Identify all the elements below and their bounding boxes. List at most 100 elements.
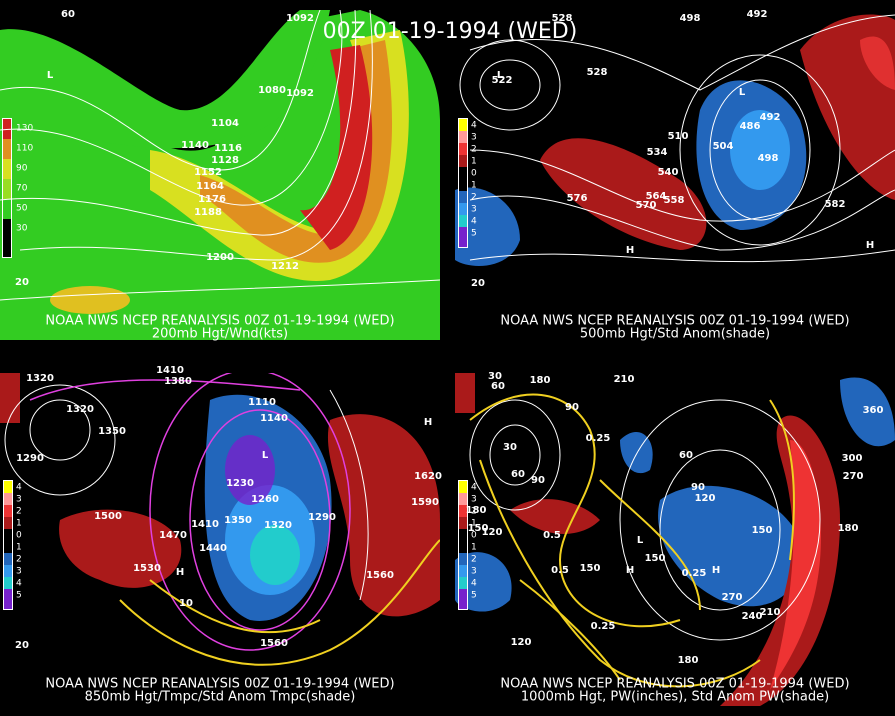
contour-label: 150 (645, 553, 666, 564)
panel-1000mb (455, 373, 895, 706)
contour-label: 1164 (196, 181, 224, 192)
contour-label: H (866, 240, 874, 251)
panel-850mb (0, 373, 440, 706)
panel-200mb (0, 10, 440, 340)
panel-caption: NOAA NWS NCEP REANALYSIS 00Z 01-19-1994 … (500, 677, 849, 692)
legend-label: 90 (16, 164, 28, 174)
contour-label: 1230 (226, 478, 254, 489)
contour-label: 1560 (260, 638, 288, 649)
contour-label: 1440 (199, 543, 227, 554)
contour-label: 1200 (206, 252, 234, 263)
legend-label: 0 (471, 531, 477, 541)
contour-label: 1110 (248, 397, 276, 408)
contour-label: 150 (468, 523, 489, 534)
contour-label: 180 (678, 655, 699, 666)
contour-label: H (424, 417, 432, 428)
contour-label: L (497, 70, 504, 81)
contour-label: 528 (552, 13, 573, 24)
contour-label: 30 (503, 442, 517, 453)
contour-label: 1320 (66, 404, 94, 415)
title: 00Z 01-19-1994 (WED) (323, 19, 578, 44)
contour-label: 534 (647, 147, 668, 158)
contour-label: 504 (713, 141, 734, 152)
contour-label: L (739, 87, 746, 98)
contour-label: L (47, 70, 54, 81)
contour-label: 1410 (156, 365, 184, 376)
contour-label: 210 (760, 607, 781, 618)
contour-label: 1080 (258, 85, 286, 96)
legend-label: 5 (471, 591, 477, 601)
panel-subtitle: 200mb Hgt/Wnd(kts) (152, 327, 288, 342)
contour-label: 300 (842, 453, 863, 464)
panel-500mb (455, 10, 895, 340)
contour-label: 360 (863, 405, 884, 416)
contour-label: 486 (740, 121, 761, 132)
legend-label: 1 (16, 543, 22, 553)
contour-label: 180 (530, 375, 551, 386)
contour-label: 558 (664, 195, 685, 206)
contour-label: 1188 (194, 207, 222, 218)
contour-label: 528 (587, 67, 608, 78)
contour-label: 1320 (26, 373, 54, 384)
legend-label: 2 (471, 555, 477, 565)
contour-label: 60 (511, 469, 525, 480)
legend-label: 3 (16, 495, 22, 505)
contour-label: 1620 (414, 471, 442, 482)
contour-label: 60 (679, 450, 693, 461)
contour-label: 1350 (224, 515, 252, 526)
contour-label: 270 (843, 471, 864, 482)
legend-label: 0 (16, 531, 22, 541)
contour-label: 10 (179, 598, 193, 609)
legend-label: 4 (16, 579, 22, 589)
legend-label: 2 (471, 507, 477, 517)
legend-label: 4 (471, 217, 477, 227)
contour-label: L (637, 535, 644, 546)
contour-label: H (626, 565, 634, 576)
legend-label: 4 (471, 121, 477, 131)
legend-label: 3 (16, 567, 22, 577)
contour-label: 570 (636, 200, 657, 211)
contour-label: 240 (742, 611, 763, 622)
legend-label: 1 (16, 519, 22, 529)
legend-label: 4 (471, 483, 477, 493)
contour-label: 1128 (211, 155, 239, 166)
contour-label: 0.25 (586, 433, 611, 444)
legend-label: 4 (471, 579, 477, 589)
contour-label: 1470 (159, 530, 187, 541)
contour-label: 1092 (286, 88, 314, 99)
contour-label: 180 (838, 523, 859, 534)
contour-label: 582 (825, 199, 846, 210)
contour-label: 540 (658, 167, 679, 178)
contour-label: H (176, 567, 184, 578)
contour-label: 1500 (94, 511, 122, 522)
legend-label: 3 (471, 567, 477, 577)
panel-caption: NOAA NWS NCEP REANALYSIS 00Z 01-19-1994 … (500, 314, 849, 329)
panel-subtitle: 850mb Hgt/Tmpc/Std Anom Tmpc(shade) (85, 690, 356, 705)
contour-label: 1140 (181, 140, 209, 151)
contour-label: 120 (482, 527, 503, 538)
legend-label: 5 (471, 229, 477, 239)
contour-label: 90 (691, 482, 705, 493)
contour-label: 1152 (194, 167, 222, 178)
legend-label: 5 (16, 591, 22, 601)
contour-label: 1140 (260, 413, 288, 424)
contour-label: H (626, 245, 634, 256)
contour-label: 210 (614, 374, 635, 385)
contour-label: 30 (488, 371, 502, 382)
contour-label: 20 (471, 278, 485, 289)
legend-label: 1 (471, 519, 477, 529)
legend-label: 3 (471, 205, 477, 215)
contour-label: 576 (567, 193, 588, 204)
panel-caption: NOAA NWS NCEP REANALYSIS 00Z 01-19-1994 … (45, 677, 394, 692)
contour-label: 150 (752, 525, 773, 536)
contour-label: 564 (646, 191, 667, 202)
contour-label: 1410 (191, 519, 219, 530)
contour-label: 0.5 (543, 530, 561, 541)
legend-label: 2 (471, 145, 477, 155)
contour-label: 510 (668, 131, 689, 142)
contour-label: H (712, 565, 720, 576)
contour-label: 150 (580, 563, 601, 574)
contour-label: 120 (511, 637, 532, 648)
legend-label: 1 (471, 181, 477, 191)
contour-label: 1350 (98, 426, 126, 437)
